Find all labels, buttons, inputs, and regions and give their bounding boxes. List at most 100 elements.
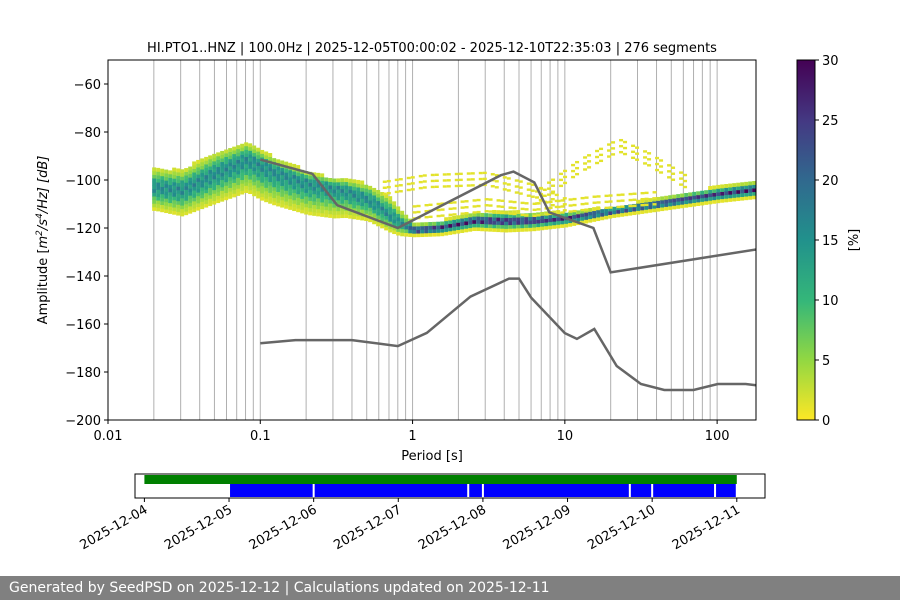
heatmap-cell xyxy=(720,188,725,192)
heatmap-cell xyxy=(580,209,585,214)
heatmap-cell xyxy=(688,192,693,197)
heatmap-cell xyxy=(624,208,629,213)
heatmap-cell xyxy=(244,181,249,186)
heatmap-cell xyxy=(232,186,237,191)
heatmap-cell xyxy=(244,167,249,172)
heatmap-cell xyxy=(240,186,245,191)
heatmap-cell xyxy=(348,196,353,201)
heatmap-cell xyxy=(740,196,745,201)
heatmap-cell xyxy=(580,208,585,212)
heatmap-cell xyxy=(472,223,477,228)
heatmap-cell xyxy=(228,158,233,163)
heatmap-cell xyxy=(732,193,737,198)
heatmap-cell xyxy=(180,190,185,195)
heatmap-cell xyxy=(596,195,601,198)
heatmap-cell xyxy=(240,165,245,170)
heatmap-cell xyxy=(356,190,361,195)
heatmap-cell xyxy=(316,190,321,195)
heatmap-cell xyxy=(240,190,245,195)
heatmap-cell xyxy=(284,176,289,180)
heatmap-cell xyxy=(659,171,664,174)
heatmap-cell xyxy=(440,232,445,237)
heatmap-cell xyxy=(624,205,629,209)
heatmap-cell xyxy=(284,190,289,195)
heatmap-cell xyxy=(260,178,265,183)
heatmap-cell xyxy=(436,202,441,206)
heatmap-cell xyxy=(224,174,229,179)
heatmap-cell xyxy=(188,170,193,175)
heatmap-cell xyxy=(176,186,181,191)
heatmap-cell xyxy=(494,174,499,177)
heatmap-cell xyxy=(184,168,189,172)
heatmap-cell xyxy=(244,160,249,165)
heatmap-cell xyxy=(512,217,517,222)
heatmap-cell xyxy=(412,233,417,238)
nlnm-line xyxy=(260,277,756,392)
heatmap-cell xyxy=(524,214,529,217)
heatmap-cell xyxy=(356,179,361,184)
heatmap-cell xyxy=(268,178,273,183)
heatmap-cell xyxy=(619,138,624,142)
heatmap-cell xyxy=(572,211,577,216)
heatmap-cell xyxy=(500,228,505,233)
heatmap-cell xyxy=(676,194,681,199)
heatmap-cell xyxy=(636,206,641,211)
heatmap-cell xyxy=(516,220,521,225)
heatmap-cell xyxy=(276,184,281,189)
heatmap-cell xyxy=(548,221,553,226)
heatmap-cell xyxy=(392,208,397,213)
heatmap-cell xyxy=(599,147,604,151)
heatmap-cell xyxy=(576,213,581,218)
heatmap-cell xyxy=(256,190,261,195)
heatmap-cell xyxy=(478,177,483,181)
heatmap-cell xyxy=(284,183,289,188)
heatmap-cell xyxy=(372,213,377,218)
heatmap-cell xyxy=(344,210,349,215)
heatmap-cell xyxy=(216,177,221,182)
heatmap-cell xyxy=(324,213,329,218)
heatmap-cell xyxy=(604,206,609,210)
heatmap-cell xyxy=(512,200,517,204)
heatmap-cell xyxy=(434,173,439,176)
heatmap-cell xyxy=(232,164,237,169)
heatmap-cell xyxy=(352,179,357,184)
heatmap-cell xyxy=(496,220,501,225)
heatmap-cell xyxy=(604,211,609,216)
heatmap-cell xyxy=(232,161,237,165)
heatmap-cell xyxy=(156,203,161,208)
heatmap-cell xyxy=(472,211,477,214)
heatmap-cell xyxy=(184,204,189,208)
heatmap-cell xyxy=(740,185,745,190)
heatmap-cell xyxy=(608,194,613,197)
heatmap-cell xyxy=(352,193,357,198)
heatmap-cell xyxy=(604,200,609,204)
heatmap-cell xyxy=(220,179,225,184)
heatmap-cell xyxy=(192,201,197,205)
heatmap-cell xyxy=(468,213,473,218)
heatmap-cell xyxy=(268,153,273,157)
heatmap-cell xyxy=(424,204,429,207)
heatmap-cell xyxy=(644,205,649,210)
heatmap-cell xyxy=(292,196,297,201)
heatmap-cell xyxy=(184,175,189,180)
heatmap-cell xyxy=(716,192,721,196)
heatmap-cell xyxy=(240,179,245,184)
heatmap-cell xyxy=(668,195,673,200)
heatmap-cell xyxy=(559,184,564,188)
heatmap-cell xyxy=(655,156,660,160)
heatmap-cell xyxy=(452,230,457,235)
heatmap-cell xyxy=(640,197,645,201)
heatmap-cell xyxy=(502,182,507,185)
heatmap-cell xyxy=(248,168,253,173)
heatmap-cell xyxy=(316,201,321,206)
heatmap-cell xyxy=(482,183,487,187)
heatmap-cell xyxy=(344,188,349,193)
heatmap-cell xyxy=(384,215,389,220)
heatmap-cell xyxy=(220,168,225,173)
heatmap-cell xyxy=(596,209,601,214)
heatmap-cell xyxy=(200,183,205,188)
heatmap-cell xyxy=(372,220,377,225)
coverage-segment xyxy=(230,484,313,497)
heatmap-cell xyxy=(288,177,293,182)
heatmap-cell xyxy=(192,190,197,195)
